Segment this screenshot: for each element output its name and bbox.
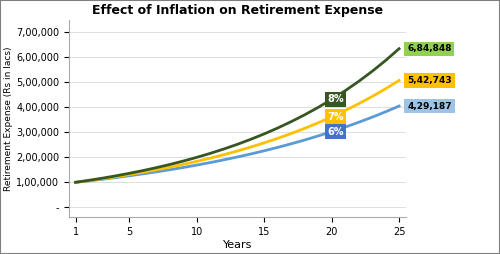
Text: 4,29,187: 4,29,187: [407, 102, 452, 110]
Text: 6%: 6%: [328, 127, 344, 137]
Y-axis label: Retirement Expense (Rs in lacs): Retirement Expense (Rs in lacs): [4, 46, 13, 191]
Title: Effect of Inflation on Retirement Expense: Effect of Inflation on Retirement Expens…: [92, 4, 383, 17]
Text: 8%: 8%: [328, 94, 344, 104]
Text: 7%: 7%: [328, 112, 344, 122]
X-axis label: Years: Years: [222, 240, 252, 250]
Text: 6,84,848: 6,84,848: [407, 44, 452, 53]
Text: 5,42,743: 5,42,743: [407, 76, 452, 85]
